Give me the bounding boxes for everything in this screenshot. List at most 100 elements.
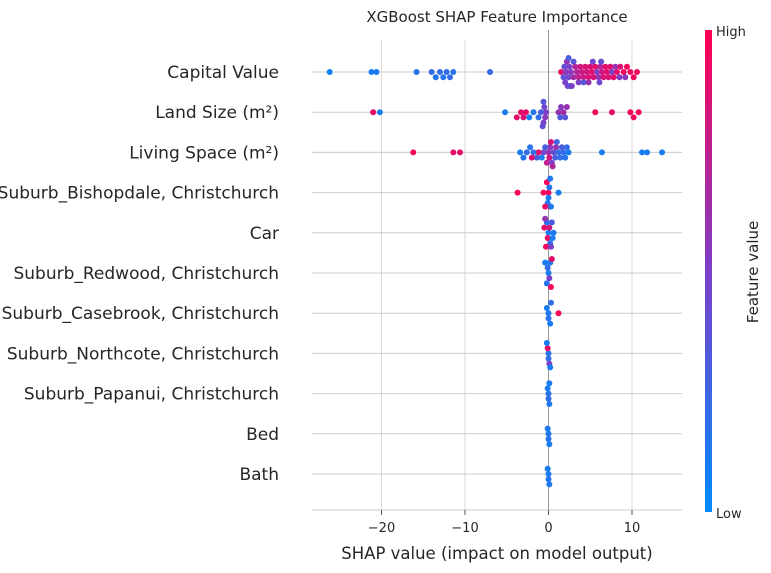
shap-point [546,380,553,387]
shap-point [548,256,555,262]
shap-point [570,58,577,65]
shap-point [446,74,453,81]
shap-point [598,149,605,156]
shap-point [553,144,560,151]
shap-point [592,109,599,116]
shap-point [612,63,619,70]
shap-point [545,270,552,276]
shap-point [634,69,641,75]
x-tick-label: −20 [368,521,395,536]
shap-point [561,63,568,70]
shap-point [542,259,549,266]
shap-point [608,69,615,75]
shap-point [635,109,642,116]
x-tick-label: 0 [544,521,552,536]
shap-point [590,74,597,81]
shap-point [595,74,602,81]
shap-point [565,74,572,81]
shap-point [544,264,551,271]
feature-label: Suburb_Northcote, Christchurch [7,344,279,364]
shap-point [547,320,554,327]
shap-point [627,69,634,75]
feature-label: Land Size (m²) [155,103,279,123]
colorbar-high-label: High [716,25,746,40]
shap-point [487,69,494,75]
shap-point [443,69,450,75]
x-ticks: −20 −10 0 10 [368,510,640,536]
shap-point [555,189,562,196]
shap-point [545,390,552,397]
x-tick-label: 10 [624,521,641,536]
shap-point [545,355,552,362]
shap-point [549,235,556,241]
shap-point [580,74,587,81]
shap-point [630,74,637,81]
shap-point [549,163,556,170]
shap-point [557,114,564,121]
shap-point [568,83,575,89]
shap-point [603,69,610,75]
shap-point [545,476,552,483]
x-axis-label: SHAP value (impact on model output) [341,544,652,563]
feature-label: Suburb_Redwood, Christchurch [13,264,279,284]
shap-point [546,441,553,448]
shap-point [373,69,380,75]
shap-point [582,63,589,70]
shap-point [560,149,567,156]
shap-point [450,69,457,75]
shap-point [600,74,607,81]
shap-point [544,345,551,352]
shap-point [545,430,552,437]
feature-label: Living Space (m²) [129,143,279,163]
shap-point [598,58,605,65]
shap-point [593,69,600,75]
shap-point [562,154,569,161]
shap-point [558,144,565,151]
shap-point [659,149,666,156]
shap-point [543,159,550,166]
shap-point [545,194,552,201]
shap-point [563,69,570,75]
shap-point [523,149,530,156]
shap-point [543,340,550,346]
shap-point [540,149,547,156]
shap-point [616,74,623,81]
shap-point [436,69,443,75]
shap-point [542,109,549,116]
shap-point [627,109,634,116]
shap-point [553,139,560,145]
shap-point [428,69,435,75]
shap-point [517,109,524,116]
shap-point [630,114,637,121]
shap-point [568,69,575,75]
shap-point [644,149,651,156]
shap-point [368,69,375,75]
shap-point [545,189,552,196]
shap-point [520,154,527,161]
shap-point [570,74,577,81]
feature-label: Suburb_Bishopdale, Christchurch [0,184,279,204]
shap-point [566,63,573,70]
shap-point [605,74,612,81]
feature-label: Car [250,224,279,244]
shap-point [545,471,552,477]
shap-point [513,114,520,121]
shap-point [530,109,537,116]
shap-point [450,149,457,156]
shap-point [622,74,629,81]
shap-point [577,63,584,70]
shap-point [544,385,551,392]
shap-point [563,104,570,110]
shap-point [610,74,617,81]
shap-point [517,149,524,156]
shap-point [589,58,596,65]
shap-point [560,74,567,81]
shap-point [545,436,552,442]
shap-point [537,109,544,116]
shap-point [539,123,546,130]
shap-point [547,144,554,151]
shap-point [592,63,599,70]
shap-point [543,280,550,287]
shap-point [546,401,553,407]
